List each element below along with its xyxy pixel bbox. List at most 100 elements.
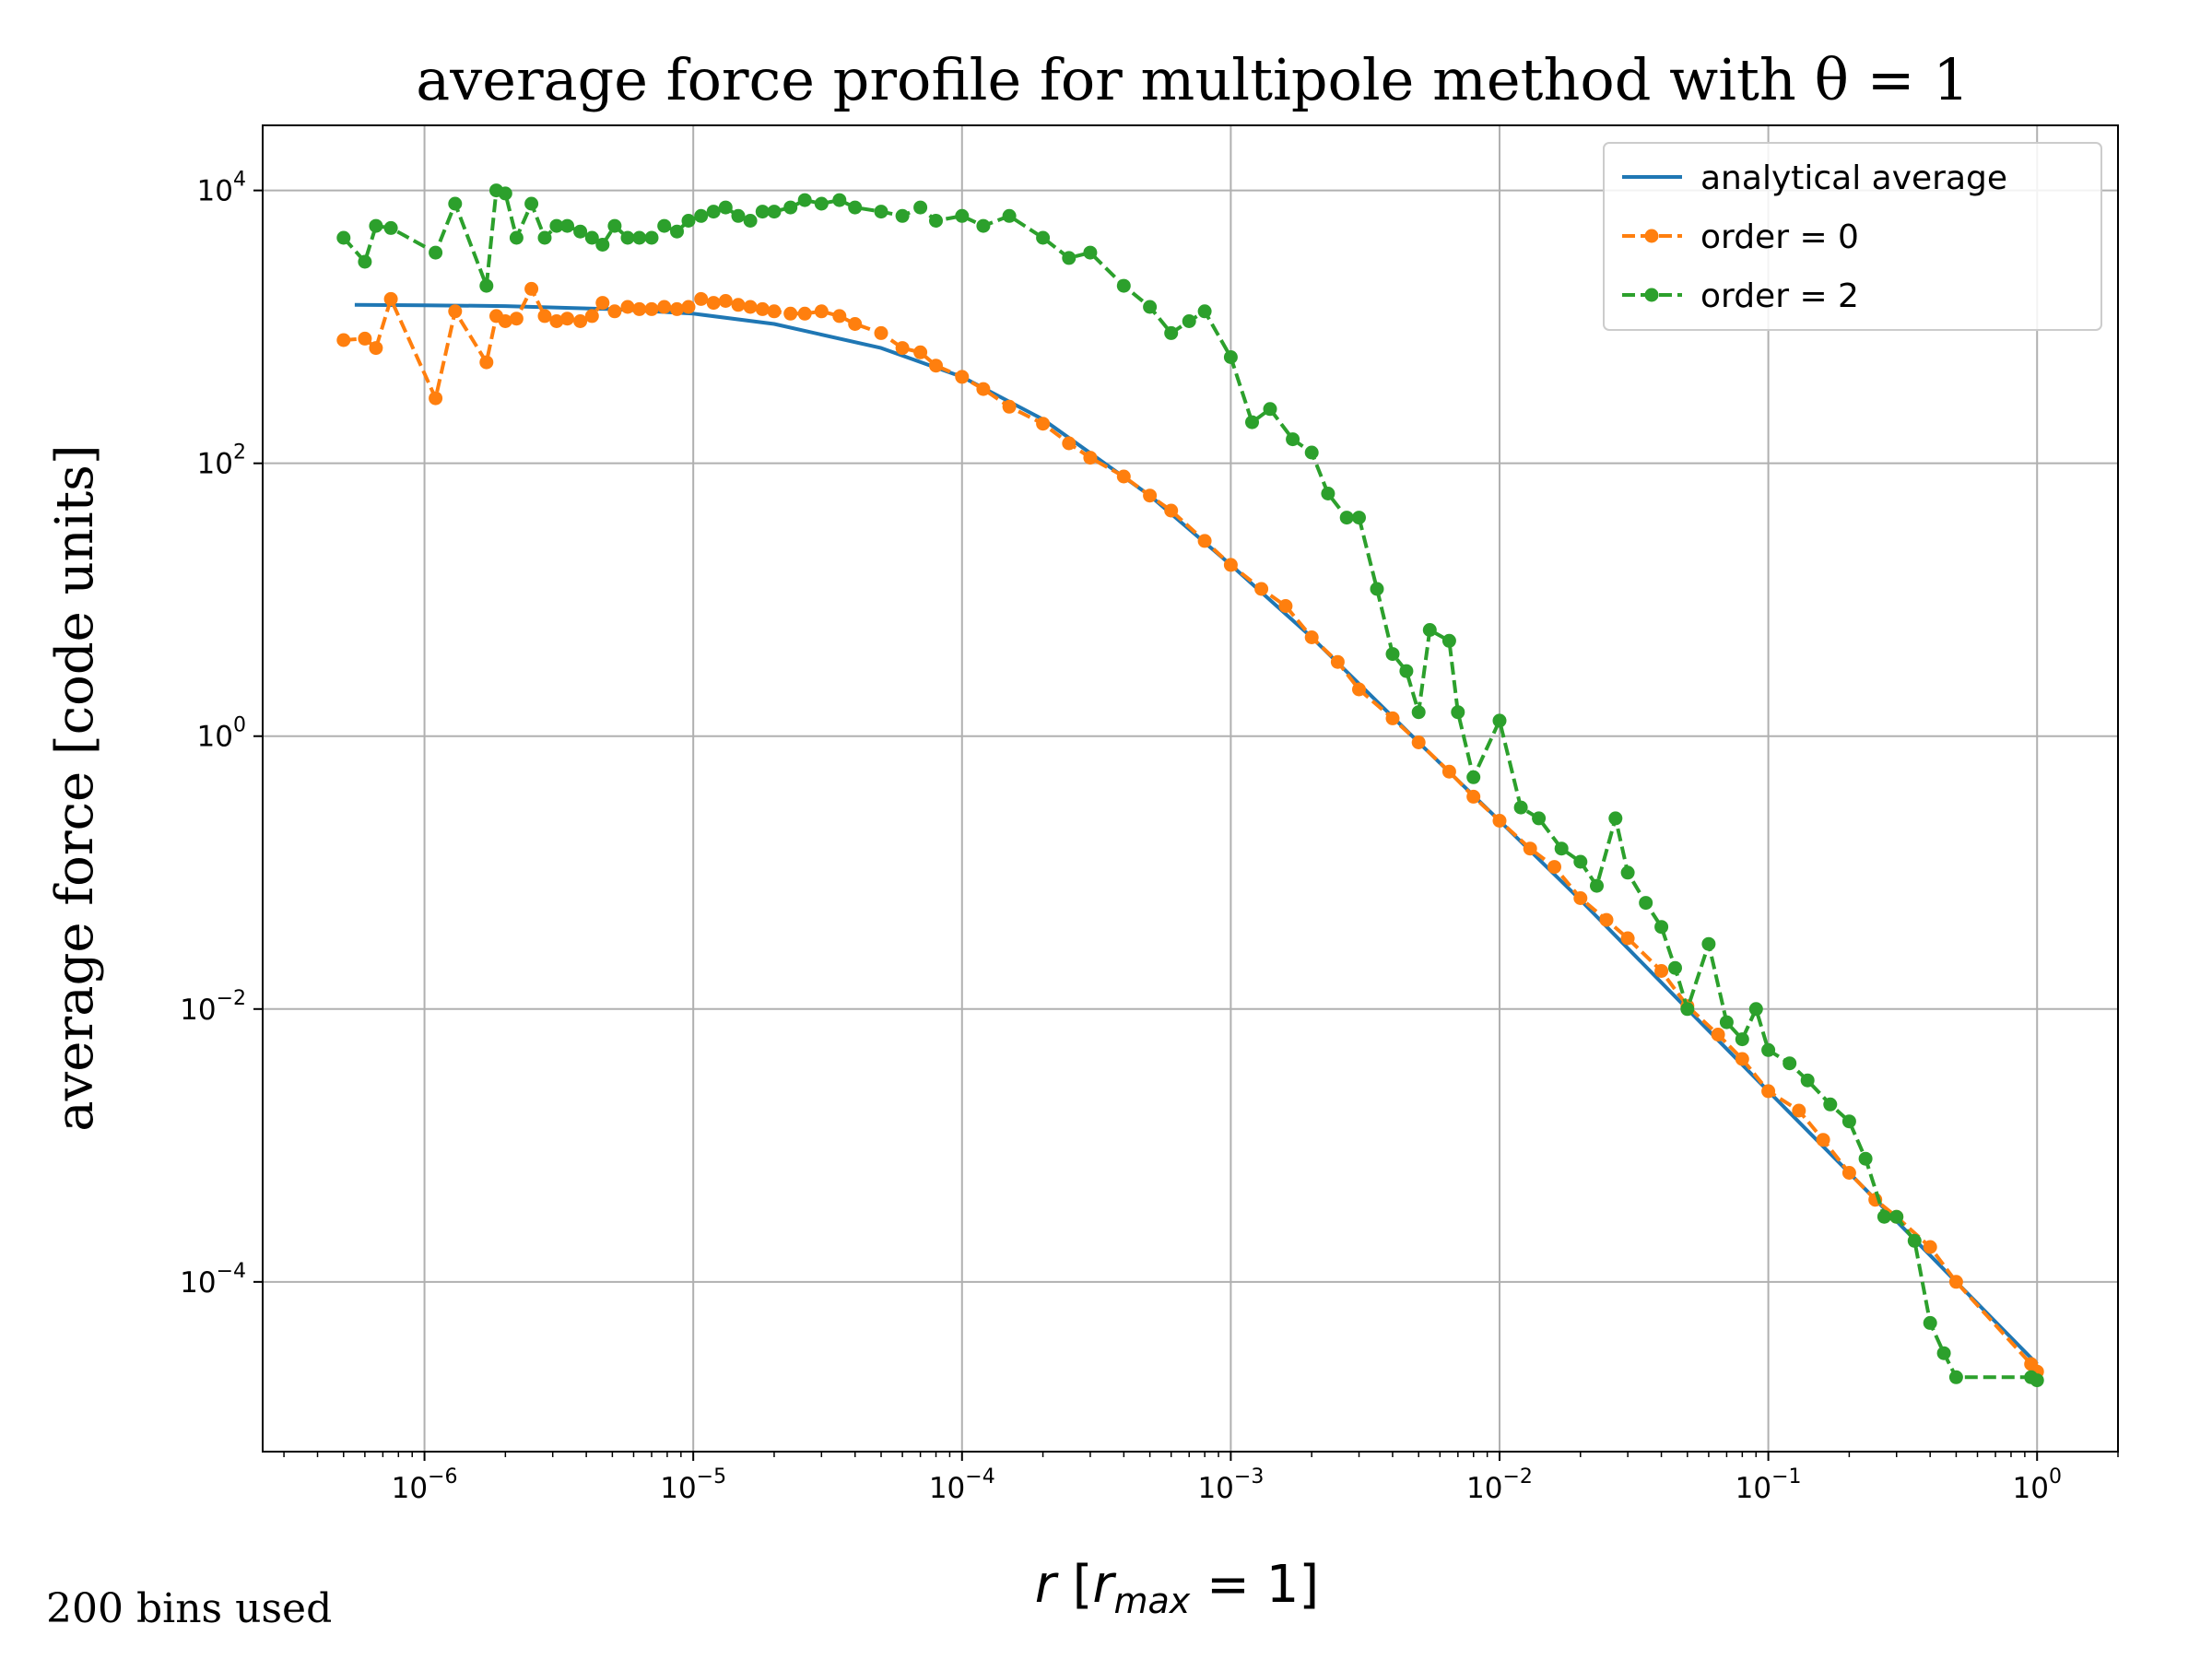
data-point	[560, 218, 574, 233]
plot-background	[263, 125, 2118, 1452]
data-point	[1036, 417, 1051, 431]
data-point	[1547, 860, 1561, 875]
data-point	[1330, 654, 1345, 669]
data-point	[1936, 1346, 1951, 1360]
data-point	[383, 220, 398, 235]
y-tick-label-exp: −4	[217, 1260, 246, 1283]
data-point	[913, 200, 928, 215]
data-point	[498, 314, 512, 328]
data-point	[1422, 623, 1437, 637]
data-point	[1466, 789, 1481, 804]
data-point	[358, 254, 372, 269]
data-point	[1841, 1114, 1856, 1129]
data-point	[814, 196, 829, 211]
data-point	[1197, 304, 1212, 319]
data-point	[1036, 230, 1051, 245]
data-point	[1761, 1084, 1776, 1099]
series-layer	[336, 183, 2044, 1388]
data-point	[1923, 1315, 1937, 1330]
legend-item: order = 2	[1622, 277, 1859, 315]
data-point	[694, 291, 709, 306]
legend-item: analytical average	[1622, 159, 2007, 197]
data-point	[595, 296, 610, 311]
data-point	[848, 200, 863, 215]
data-point	[718, 200, 733, 215]
data-point	[584, 309, 599, 324]
data-point	[1907, 1233, 1922, 1248]
y-tick-label-exp: 0	[233, 714, 246, 737]
data-point	[767, 304, 782, 319]
data-point	[1451, 705, 1465, 720]
data-point	[429, 391, 443, 406]
data-point	[1385, 711, 1400, 725]
data-point	[1143, 300, 1158, 314]
data-point	[1923, 1240, 1937, 1254]
data-point	[448, 196, 463, 211]
legend-marker	[1644, 229, 1659, 243]
x-tick-label-base: 10	[392, 1472, 428, 1505]
data-point	[620, 230, 635, 245]
data-point	[1573, 854, 1588, 869]
data-point	[1620, 865, 1635, 880]
data-point	[848, 317, 863, 331]
data-point	[1223, 558, 1238, 572]
data-point	[1735, 1032, 1749, 1047]
data-point	[549, 218, 564, 233]
data-point	[573, 224, 588, 239]
data-point	[369, 341, 383, 356]
data-point	[1143, 488, 1158, 503]
data-point	[1466, 770, 1481, 784]
x-tick-label-exp: −6	[428, 1465, 457, 1488]
data-point	[607, 304, 622, 319]
data-point	[336, 230, 351, 245]
data-point	[1668, 960, 1682, 975]
data-point	[560, 312, 574, 326]
legend-box	[1603, 142, 2102, 331]
data-point	[895, 341, 910, 356]
data-point	[767, 205, 782, 219]
data-point	[1599, 912, 1614, 927]
x-tick-label-base: 10	[1197, 1472, 1233, 1505]
data-point	[1352, 682, 1366, 697]
data-point	[524, 196, 539, 211]
data-point	[1411, 735, 1426, 749]
data-point	[524, 281, 539, 296]
data-point	[895, 208, 910, 223]
data-point	[1492, 814, 1507, 828]
data-point	[1792, 1103, 1806, 1118]
data-point	[1492, 713, 1507, 728]
data-point	[1245, 415, 1259, 429]
x-tick-label-exp: −2	[1503, 1465, 1533, 1488]
data-point	[797, 193, 812, 207]
data-point	[1513, 800, 1528, 815]
data-point	[358, 331, 372, 346]
data-point	[644, 301, 659, 316]
data-point	[549, 314, 564, 328]
y-tick-label-exp: 2	[233, 441, 246, 465]
data-point	[976, 382, 991, 396]
data-point	[1858, 1151, 1873, 1166]
y-tick-label: 104	[197, 169, 246, 208]
data-point	[1554, 841, 1569, 856]
data-point	[1223, 350, 1238, 364]
data-point	[755, 301, 770, 316]
x-tick-label-base: 10	[660, 1472, 696, 1505]
data-point	[1523, 841, 1537, 856]
data-point	[632, 301, 647, 316]
legend-item: order = 0	[1622, 218, 1859, 256]
y-tick-label-exp: 4	[233, 169, 246, 192]
data-point	[479, 278, 494, 293]
data-point	[1062, 251, 1077, 265]
data-point	[1263, 402, 1277, 417]
data-point	[1719, 1015, 1734, 1030]
x-tick-label: 10−1	[1735, 1465, 1802, 1505]
data-point	[783, 306, 798, 321]
x-tick-label-exp: −3	[1234, 1465, 1264, 1488]
data-point	[976, 218, 991, 233]
legend-label: order = 2	[1700, 277, 1859, 315]
data-point	[1399, 664, 1414, 678]
data-point	[681, 214, 696, 228]
data-point	[832, 193, 847, 207]
data-point	[670, 224, 684, 239]
